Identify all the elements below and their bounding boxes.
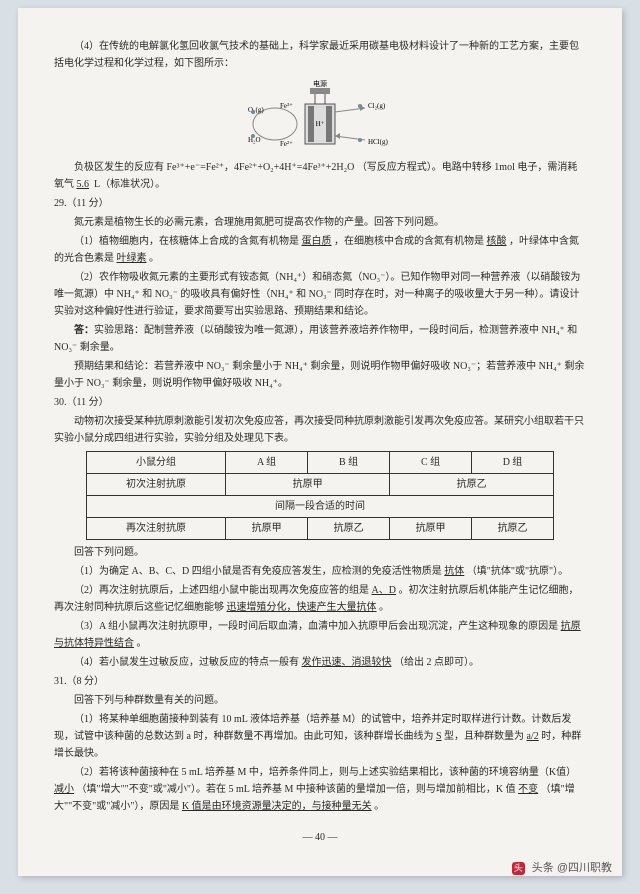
q31-1: （1）将某种单细胞菌接种到装有 10 mL 液体培养基（培养基 M）的试管中，培… — [54, 711, 586, 762]
q29-ans2: 预期结果和结论：若营养液中 NO₃⁻ 剩余量小于 NH₄⁺ 剩余量，则说明作物甲… — [54, 358, 586, 392]
q30-sub: 回答下列问题。 — [54, 544, 586, 561]
exam-page: （4）在传统的电解氯化氢回收氯气技术的基础上，科学家最近采用碳基电极材料设计了一… — [18, 8, 622, 876]
diagram-fe2: Fe²⁺ — [280, 140, 293, 148]
q31-header: 31.（8 分） — [54, 673, 586, 690]
q30-1: （1）为确定 A、B、C、D 四组小鼠是否有免疫应答发生，应检测的免疫活性物质是… — [54, 563, 586, 580]
diagram-fe3: Fe³⁺ — [280, 102, 293, 110]
diagram-hcl: HCl(g) — [368, 138, 389, 146]
blank-reason: K 值是由环境资源量决定的，与接种量无关 — [182, 801, 372, 812]
q29-1: （1）植物细胞内，在核糖体上合成的含氮有机物是 蛋白质 ，在细胞核中合成的含氮有… — [54, 233, 586, 267]
q29-ans1: 答：实验思路：配制营养液（以硝酸铵为唯一氮源），用该营养液培养作物甲，一段时间后… — [54, 322, 586, 356]
q29-header: 29.（11 分） — [54, 195, 586, 212]
blank-memory: 迅速增殖分化，快速产生大量抗体 — [227, 602, 377, 613]
q29-2: （2）农作物吸收氮元素的主要形式有铵态氮（NH₄⁺）和硝态氮（NO₃⁻）。已知作… — [54, 269, 586, 320]
blank-protein: 蛋白质 — [302, 236, 332, 247]
q30-4: （4）若小鼠发生过敏反应，过敏反应的特点一般有 发作迅速、消退较快 （给出 2 … — [54, 654, 586, 671]
diagram-o2: O₂(g) — [248, 106, 264, 114]
q28-4-intro: （4）在传统的电解氯化氢回收氯气技术的基础上，科学家最近采用碳基电极材料设计了一… — [54, 38, 586, 72]
blank-unchanged: 不变 — [518, 784, 538, 795]
blank-o2-vol: 5.6 — [77, 179, 90, 190]
table-row: 小鼠分组 A 组 B 组 C 组 D 组 — [86, 452, 553, 474]
table-row: 再次注射抗原 抗原甲 抗原乙 抗原甲 抗原乙 — [86, 518, 553, 540]
table-row: 间隔一段合适的时间 — [86, 496, 553, 518]
toutiao-icon: 头 — [512, 862, 525, 875]
table-row: 初次注射抗原 抗原甲 抗原乙 — [86, 474, 553, 496]
page-number: — 40 — — [54, 829, 586, 846]
q30-intro: 动物初次接受某种抗原刺激能引发初次免疫应答，再次接受同种抗原刺激能引发再次免疫应… — [54, 413, 586, 447]
blank-nucleic: 核酸 — [487, 236, 507, 247]
electrolysis-diagram: 电源 H⁺ O₂(g) H₂O Fe³⁺ Fe²⁺ Cl₂(g) HCl(g) — [230, 78, 410, 153]
experiment-table: 小鼠分组 A 组 B 组 C 组 D 组 初次注射抗原 抗原甲 抗原乙 间隔一段… — [86, 451, 554, 540]
diagram-center: H⁺ — [316, 120, 325, 128]
diagram-top: 电源 — [313, 79, 327, 88]
q29-intro: 氮元素是植物生长的必需元素，合理施用氮肥可提高农作物的产量。回答下列问题。 — [54, 214, 586, 231]
q28-4-cathode: 负极区发生的反应有 Fe³⁺+e⁻=Fe²⁺，4Fe²⁺+O₂+4H⁺=4Fe³… — [54, 159, 586, 193]
q31-intro: 回答下列与种群数量有关的问题。 — [54, 692, 586, 709]
diagram-cl2: Cl₂(g) — [368, 102, 386, 110]
q30-header: 30.（11 分） — [54, 394, 586, 411]
q30-3: （3）A 组小鼠再次注射抗原甲，一段时间后取血清，血清中加入抗原甲后会出现沉淀，… — [54, 618, 586, 652]
blank-allergy: 发作迅速、消退较快 — [302, 657, 392, 668]
blank-antibody: 抗体 — [444, 566, 464, 577]
blank-groups: A、D — [372, 585, 396, 596]
watermark: 头 头条 @四川职教 — [512, 859, 612, 875]
blank-s-curve: S — [436, 731, 442, 742]
blank-a2: a/2 — [527, 731, 539, 742]
q31-2: （2）若将该种菌接种在 5 mL 培养基 M 中，培养条件同上，则与上述实验结果… — [54, 764, 586, 815]
blank-chlorophyll: 叶绿素 — [117, 253, 147, 264]
q30-2: （2）再次注射抗原后，上述四组小鼠中能出现再次免疫应答的组是 A、D 。初次注射… — [54, 582, 586, 616]
blank-decrease: 减小 — [54, 784, 74, 795]
